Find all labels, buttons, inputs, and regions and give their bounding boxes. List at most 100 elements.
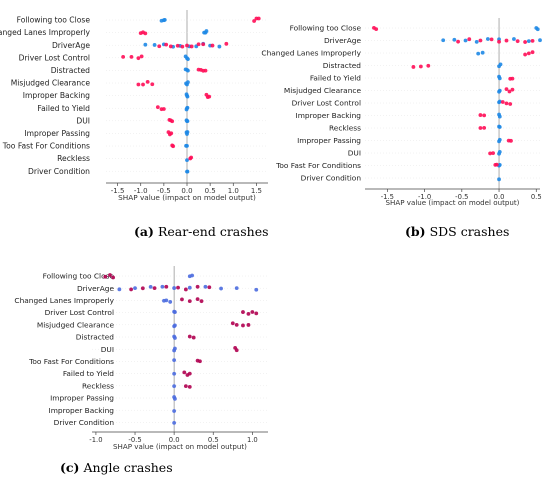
x-tick-label: 0.5 [205,187,216,195]
shap-point-high [489,37,494,42]
shap-point-low [498,62,503,67]
shap-point-high [254,311,259,316]
feature-label: Improper Backing [23,91,90,100]
shap-point-high [210,43,215,48]
shap-point-high [241,310,245,314]
shap-point-high [145,79,150,84]
shap-point-low [204,29,209,33]
shap-point-high [507,89,512,94]
panel-caption: (c) Angle crashes [60,460,173,475]
shap-point-high [150,82,155,87]
shap-point-low [172,358,177,363]
feature-label: Following too Close [290,24,362,33]
shap-point-high [164,284,169,289]
x-tick-label: 0.0 [181,187,192,195]
feature-label: Reckless [329,124,361,133]
shap-point-low [185,105,190,110]
shap-point-high [195,297,200,301]
shap-point-low [172,286,177,290]
shap-point-low [172,371,177,376]
shap-point-high [482,113,487,118]
x-tick-label: -1.0 [418,193,431,201]
shap-point-low [173,346,177,351]
x-tick-label: -0.5 [455,193,468,201]
shap-point-high [175,43,180,48]
feature-label: Distracted [76,333,115,342]
shap-point-high [139,54,144,59]
feature-label: Too Fast For Conditions [2,142,90,151]
shap-point-high [187,334,192,339]
shap-point-high [141,82,145,87]
shap-point-high [152,286,157,291]
shap-point-low [172,409,177,413]
shap-panel-b: -1.5 -1.0 -0.5 0.0 0.5 SHAP value (impact on … [261,18,542,239]
feature-label: Distracted [323,61,362,70]
shap-point-high [196,42,201,47]
shap-point-high [207,285,212,290]
shap-point-low [186,80,190,85]
shap-point-high [183,287,188,292]
shap-point-low [143,42,148,47]
shap-point-high [203,68,208,73]
shap-point-high [195,284,200,289]
feature-label: Misjudged Clearance [284,86,362,95]
shap-point-low [186,68,190,73]
shap-point-low [162,17,167,22]
feature-label: Too Fast For Conditions [28,357,114,366]
x-tick-label: 0.5 [208,436,219,444]
shap-point-high [509,138,513,143]
shap-point-high [374,27,379,32]
x-tick-label: -1.0 [89,436,102,444]
x-tick-label: -0.5 [128,436,141,444]
feature-label: Reckless [57,154,90,163]
shap-point-low [173,396,177,401]
shap-point-low [152,43,157,47]
shap-point-high [198,359,202,364]
shap-point-high [426,63,431,68]
shap-point-low [497,149,502,154]
feature-label: Too Fast For Conditions [275,161,361,170]
feature-label: Failed to Yield [63,369,114,378]
shap-point-high [252,19,257,23]
shap-point-low [185,158,189,163]
shap-point-low [480,50,485,55]
shap-point-low [185,94,190,99]
shap-point-high [129,54,134,59]
shap-point-high [103,274,108,279]
feature-label: Changed Lanes Improperly [261,49,361,58]
shap-point-high [199,299,204,304]
x-axis-label: SHAP value (impact on model output) [113,442,247,451]
shap-point-low [185,130,190,134]
feature-label: Failed to Yield [310,74,361,83]
shap-point-high [482,126,487,130]
feature-label: Misjudged Clearance [37,320,115,329]
shap-point-high [234,322,239,327]
x-tick-label: 0.0 [169,436,180,444]
shap-point-high [478,38,483,43]
feature-label: DUI [76,116,90,125]
shap-point-low [463,38,468,43]
feature-label: DriverAge [324,36,361,45]
shap-point-high [504,38,509,43]
shap-point-high [189,155,194,160]
x-tick-label: 0.0 [494,193,505,201]
shap-point-low [185,143,189,148]
shap-point-low [133,286,137,291]
shap-point-low [172,384,177,389]
shap-point-low [497,177,501,182]
shap-point-high [491,151,495,156]
shap-point-high [169,131,174,136]
feature-label: Improper Backing [296,111,362,120]
shap-point-low [538,38,542,43]
x-tick-label: 1.5 [251,187,262,195]
x-tick-label: 0.5 [531,193,542,201]
shap-point-high [250,310,255,314]
shap-point-high [185,43,189,48]
shap-point-high [187,384,192,389]
shap-point-high [504,101,509,106]
shap-point-low [497,162,502,167]
shap-point-high [510,87,515,92]
panel-caption: (a) Rear-end crashes [134,224,269,239]
shap-point-high [467,37,472,42]
